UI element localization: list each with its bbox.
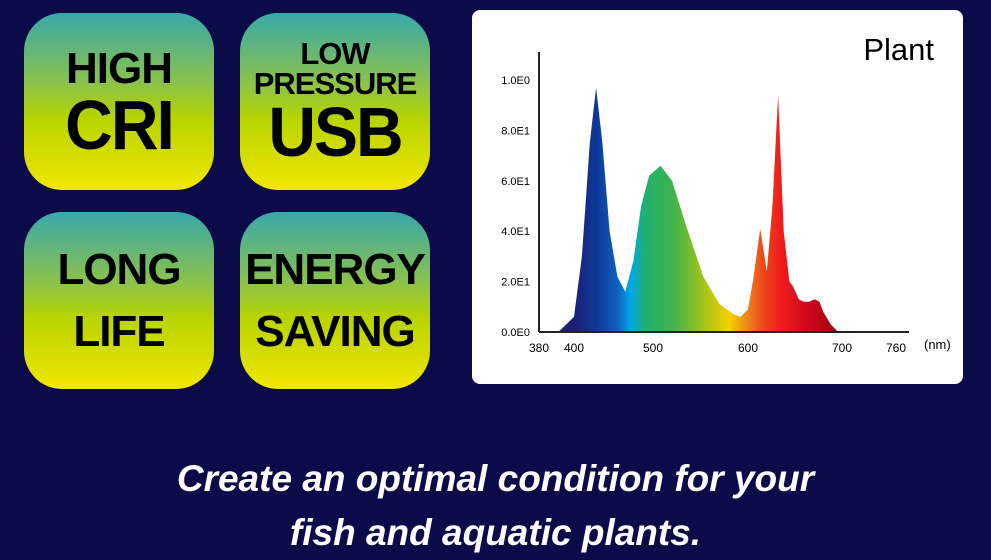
badge-line: HIGH	[66, 43, 173, 93]
x-tick-label: 700	[832, 341, 852, 355]
spectrum-chart-panel: Plant 380 400 500 600 700 760 0.0E0 2.0E1 4.0E1 6…	[472, 10, 963, 384]
tagline-line: fish and aquatic plants.	[289, 512, 702, 553]
y-tick-label: 0.0E0	[501, 327, 530, 339]
x-tick-label: 760	[886, 341, 906, 355]
x-tick-label: 400	[564, 341, 584, 355]
x-axis-unit: (nm)	[924, 337, 951, 352]
y-tick-label: 6.0E1	[501, 176, 530, 188]
feature-badge-high-cri: HIGH CRI	[24, 13, 214, 190]
feature-badge-energy-saving: ENERGY SAVING	[240, 212, 430, 389]
chart-title: Plant	[863, 32, 934, 67]
y-tick-label: 8.0E1	[501, 125, 530, 137]
badge-line: USB	[268, 92, 403, 171]
badge-line: LIFE	[73, 306, 165, 356]
badge-line: ENERGY	[245, 244, 426, 294]
x-tick-label: 600	[738, 341, 758, 355]
feature-badge-low-pressure-usb: LOW PRESSURE USB	[240, 13, 430, 190]
feature-badge-long-life: LONG LIFE	[24, 212, 214, 389]
y-tick-label: 1.0E0	[501, 75, 530, 87]
badge-line: CRI	[65, 85, 175, 164]
spectrum-chart: Plant 380 400 500 600 700 760 0.0E0 2.0E1 4.0E1 6…	[501, 32, 951, 355]
tagline: Create an optimal condition for your fis…	[0, 452, 991, 560]
y-tick-label: 4.0E1	[501, 226, 530, 238]
y-tick-label: 2.0E1	[501, 277, 530, 289]
badge-line: SAVING	[255, 306, 415, 356]
tagline-line: Create an optimal condition for your	[176, 458, 815, 499]
spectrum-area	[539, 87, 896, 332]
x-tick-label: 380	[529, 341, 549, 355]
badge-line: PRESSURE	[253, 65, 418, 101]
badge-line: LONG	[57, 244, 181, 294]
badge-line: LOW	[300, 35, 370, 71]
x-tick-label: 500	[643, 341, 663, 355]
